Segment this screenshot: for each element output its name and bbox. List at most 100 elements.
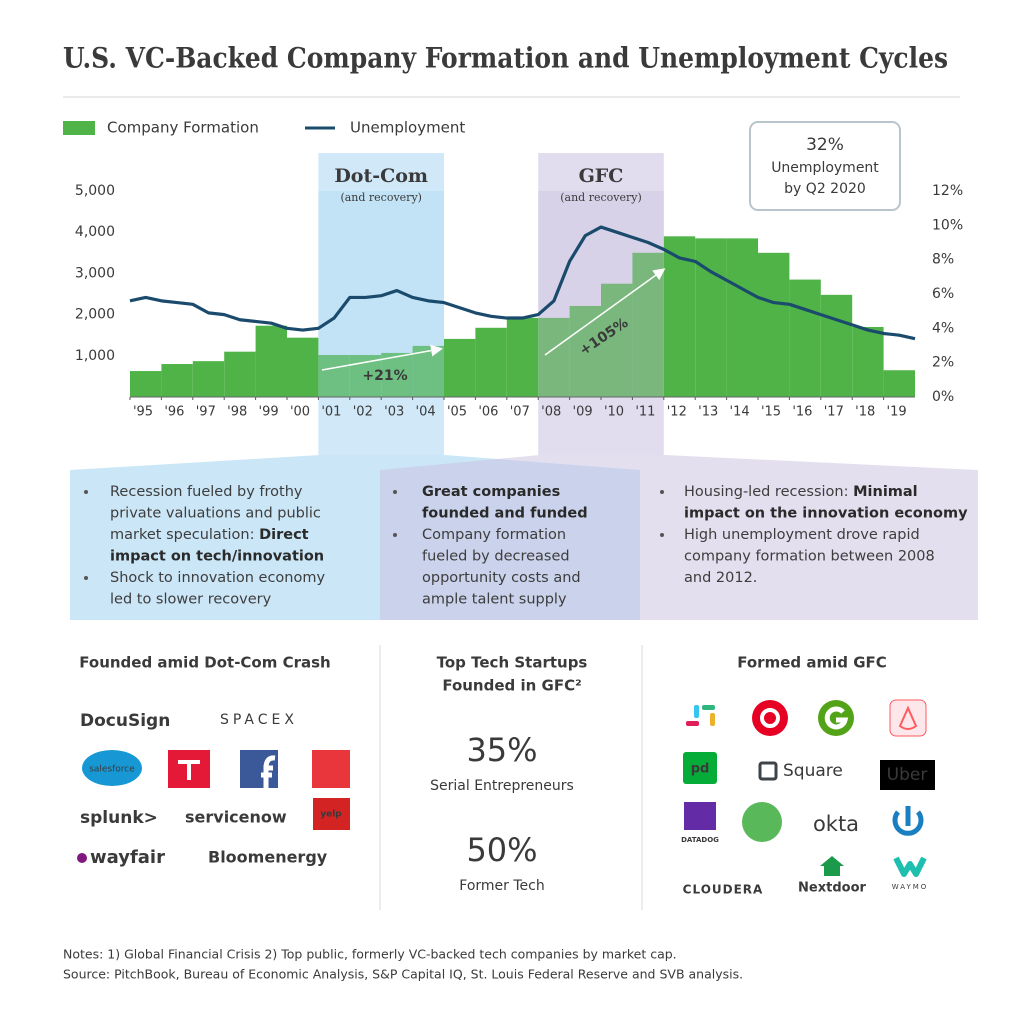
y-tick-label: 4,000: [75, 224, 115, 240]
callout-text: Unemployment: [771, 160, 879, 176]
panel-text: Housing-led recession: Minimal: [684, 484, 918, 500]
panel-text: impact on tech/innovation: [110, 549, 324, 565]
company-logo: DATADOG: [681, 836, 719, 844]
bar: [820, 294, 853, 397]
bar: [852, 326, 884, 397]
x-tick-label: '13: [698, 405, 718, 420]
y-tick-label: 5,000: [75, 183, 115, 199]
x-tick-label: '10: [604, 405, 624, 420]
x-tick-label: '18: [855, 405, 875, 420]
text-run: High unemployment drove rapid: [684, 527, 920, 543]
y-tick-label: 3,000: [75, 265, 115, 281]
power-icon: [892, 806, 924, 836]
stat-value: 50%: [466, 831, 537, 869]
x-tick-label: '15: [761, 405, 781, 420]
x-tick-label: '98: [227, 405, 247, 420]
panel-text: market speculation: Direct: [110, 527, 309, 543]
panel-text: fueled by decreased: [422, 549, 570, 565]
bar: [663, 236, 696, 397]
company-logo: servicenow: [185, 808, 287, 827]
x-tick-label: '99: [259, 405, 279, 420]
bar: [130, 371, 162, 397]
text-run: and 2012.: [684, 570, 757, 586]
facebook-mark: [261, 755, 276, 788]
bullet: [84, 490, 88, 494]
text-run: company formation between 2008: [684, 549, 935, 565]
groupon-mark: [824, 706, 849, 730]
y2-tick-label: 2%: [932, 355, 954, 371]
connector: [380, 455, 978, 470]
company-logo: splunk>: [80, 808, 158, 828]
x-tick-label: '96: [164, 405, 184, 420]
x-tick-label: '09: [573, 405, 593, 420]
x-tick-label: '07: [510, 405, 530, 420]
bullet: [84, 576, 88, 580]
text-run: opportunity costs and: [422, 570, 581, 586]
callout-text: 32%: [806, 135, 844, 155]
x-tick-label: '03: [384, 405, 404, 420]
pinterest-icon: [752, 700, 788, 736]
text-run: Company formation: [422, 527, 566, 543]
x-tick-label: '05: [447, 405, 467, 420]
x-tick-label: '97: [196, 405, 216, 420]
text-run: Recession fueled by frothy: [110, 484, 303, 500]
slack-part: [702, 705, 715, 710]
bar: [287, 337, 319, 397]
salesforce-cloud: [82, 750, 142, 786]
company-logo: Uber: [887, 765, 928, 785]
panel-text: opportunity costs and: [422, 570, 581, 586]
title: U.S. VC-Backed Company Formation and Une…: [63, 42, 948, 75]
company-logo: okta: [813, 812, 859, 836]
bullet: [660, 490, 664, 494]
square-icon: [758, 761, 778, 781]
bar: [569, 305, 601, 397]
y-tick-label: 2,000: [75, 307, 115, 323]
x-tick-label: '08: [541, 405, 561, 420]
bullet: [393, 533, 397, 537]
slack-part: [710, 713, 715, 726]
bar: [726, 238, 758, 397]
panel-text: Company formation: [422, 527, 566, 543]
stat-label: Former Tech: [459, 878, 544, 894]
panel-text: led to slower recovery: [110, 592, 272, 608]
panel-text: Recession fueled by frothy: [110, 484, 303, 500]
panel-text: founded and funded: [422, 506, 588, 522]
legend-label: Company Formation: [107, 119, 259, 137]
company-logo: DocuSign: [80, 711, 170, 731]
x-tick-label: '04: [416, 405, 436, 420]
text-run: private valuations and public: [110, 506, 321, 522]
x-tick-label: '95: [133, 405, 153, 420]
text-run: Housing-led recession:: [684, 484, 853, 500]
x-tick-label: '19: [887, 405, 907, 420]
text-run: ample talent supply: [422, 592, 567, 608]
company-logo: Square: [783, 761, 843, 781]
panel-text: Great companies: [422, 484, 560, 500]
x-tick-label: '16: [792, 405, 812, 420]
panel-text: ample talent supply: [422, 592, 567, 608]
company-logo: Nextdoor: [798, 881, 866, 896]
text-run: founded and funded: [422, 506, 588, 522]
nextdoor-icon: [820, 856, 844, 876]
x-tick-label: '17: [824, 405, 844, 420]
x-tick-label: '11: [635, 405, 655, 420]
tesla-mark: [178, 760, 200, 780]
grubhub-icon: [312, 750, 350, 788]
section-heading: Formed amid GFC: [737, 654, 887, 672]
uber-icon: [880, 760, 935, 790]
bar: [475, 327, 507, 397]
text-run: Shock to innovation economy: [110, 570, 325, 586]
slack-part: [686, 721, 699, 726]
stat-label: Serial Entrepreneurs: [430, 778, 574, 794]
slack-part: [694, 705, 699, 718]
company-logo: salesforce: [89, 765, 135, 775]
y2-tick-label: 12%: [932, 183, 963, 199]
panel-text: and 2012.: [684, 570, 757, 586]
datadog-icon: [684, 802, 716, 830]
callout-box: [749, 121, 901, 211]
airbnb-icon: [889, 699, 927, 737]
bar: [758, 252, 790, 397]
airbnb-mark: [898, 705, 918, 730]
bar: [161, 364, 193, 397]
section-heading: Founded amid Dot-Com Crash: [79, 654, 330, 672]
